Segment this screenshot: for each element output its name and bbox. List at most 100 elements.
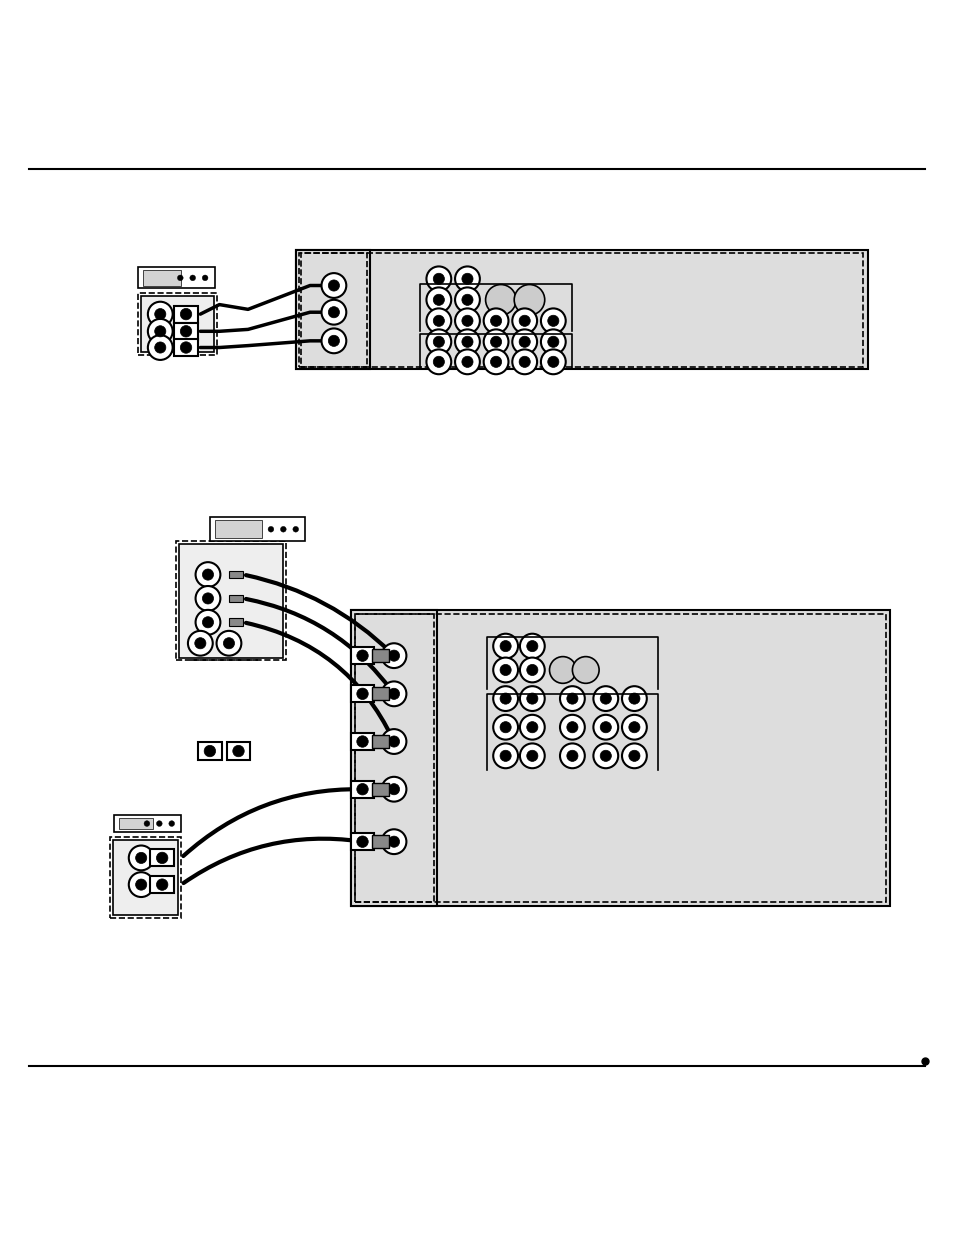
Circle shape [381,682,406,706]
Circle shape [540,309,565,333]
Circle shape [540,330,565,354]
Circle shape [549,657,576,683]
Bar [295,251,867,369]
Circle shape [593,743,618,768]
Bar [119,818,152,829]
Circle shape [195,562,220,587]
Circle shape [356,783,368,795]
Circle shape [512,350,537,374]
Circle shape [499,750,511,762]
Circle shape [180,326,192,337]
Circle shape [388,650,399,661]
Circle shape [483,350,508,374]
Circle shape [485,284,516,315]
Circle shape [180,342,192,353]
Circle shape [483,309,508,333]
Circle shape [519,743,544,768]
Circle shape [526,641,537,652]
Circle shape [621,687,646,711]
Circle shape [293,526,298,532]
Circle shape [566,721,578,732]
Circle shape [356,650,368,662]
Circle shape [148,301,172,326]
Circle shape [599,721,611,732]
Bar [372,648,389,662]
Circle shape [216,631,241,656]
Circle shape [190,275,195,280]
Circle shape [156,821,162,826]
Circle shape [628,721,639,732]
Bar [351,834,374,850]
Circle shape [144,821,150,826]
Bar [151,876,173,893]
Circle shape [455,267,479,291]
Circle shape [499,721,511,732]
Circle shape [526,750,537,762]
Circle shape [356,688,368,699]
Circle shape [328,280,339,291]
Circle shape [135,852,147,863]
Circle shape [526,693,537,704]
Circle shape [388,784,399,795]
Bar [351,610,889,905]
Bar [351,732,374,750]
Circle shape [514,284,544,315]
Circle shape [388,688,399,699]
Bar [351,610,436,905]
Circle shape [499,693,511,704]
Circle shape [461,315,473,326]
Bar [355,614,885,902]
Circle shape [518,336,530,347]
Bar [355,614,434,902]
Circle shape [566,693,578,704]
Circle shape [493,634,517,658]
Bar [141,296,213,352]
Circle shape [202,569,213,580]
Circle shape [455,330,479,354]
Bar [143,270,181,285]
Circle shape [280,526,286,532]
Circle shape [628,750,639,762]
Bar [197,742,221,760]
Circle shape [328,306,339,317]
Circle shape [328,335,339,347]
Circle shape [426,309,451,333]
Circle shape [321,300,346,325]
Circle shape [321,329,346,353]
Circle shape [547,356,558,367]
Bar [176,541,286,661]
Circle shape [519,657,544,683]
Circle shape [177,275,183,280]
Circle shape [426,330,451,354]
Circle shape [455,288,479,312]
Circle shape [628,693,639,704]
Circle shape [381,729,406,753]
Bar [372,687,389,700]
Circle shape [493,715,517,740]
Circle shape [223,637,234,648]
Circle shape [512,309,537,333]
Circle shape [599,750,611,762]
Circle shape [621,715,646,740]
Bar [351,781,374,798]
Circle shape [483,330,508,354]
Circle shape [233,746,244,757]
Bar [112,840,178,915]
Circle shape [461,273,473,284]
Circle shape [433,294,444,305]
Circle shape [493,743,517,768]
Circle shape [195,587,220,611]
Circle shape [599,693,611,704]
Circle shape [202,616,213,627]
Circle shape [499,641,511,652]
Circle shape [519,687,544,711]
Circle shape [433,356,444,367]
Circle shape [148,319,172,343]
Bar [110,837,181,918]
Circle shape [518,356,530,367]
Bar [229,619,243,626]
Bar [372,835,389,848]
Circle shape [148,335,172,359]
Circle shape [547,336,558,347]
Bar [173,305,197,322]
